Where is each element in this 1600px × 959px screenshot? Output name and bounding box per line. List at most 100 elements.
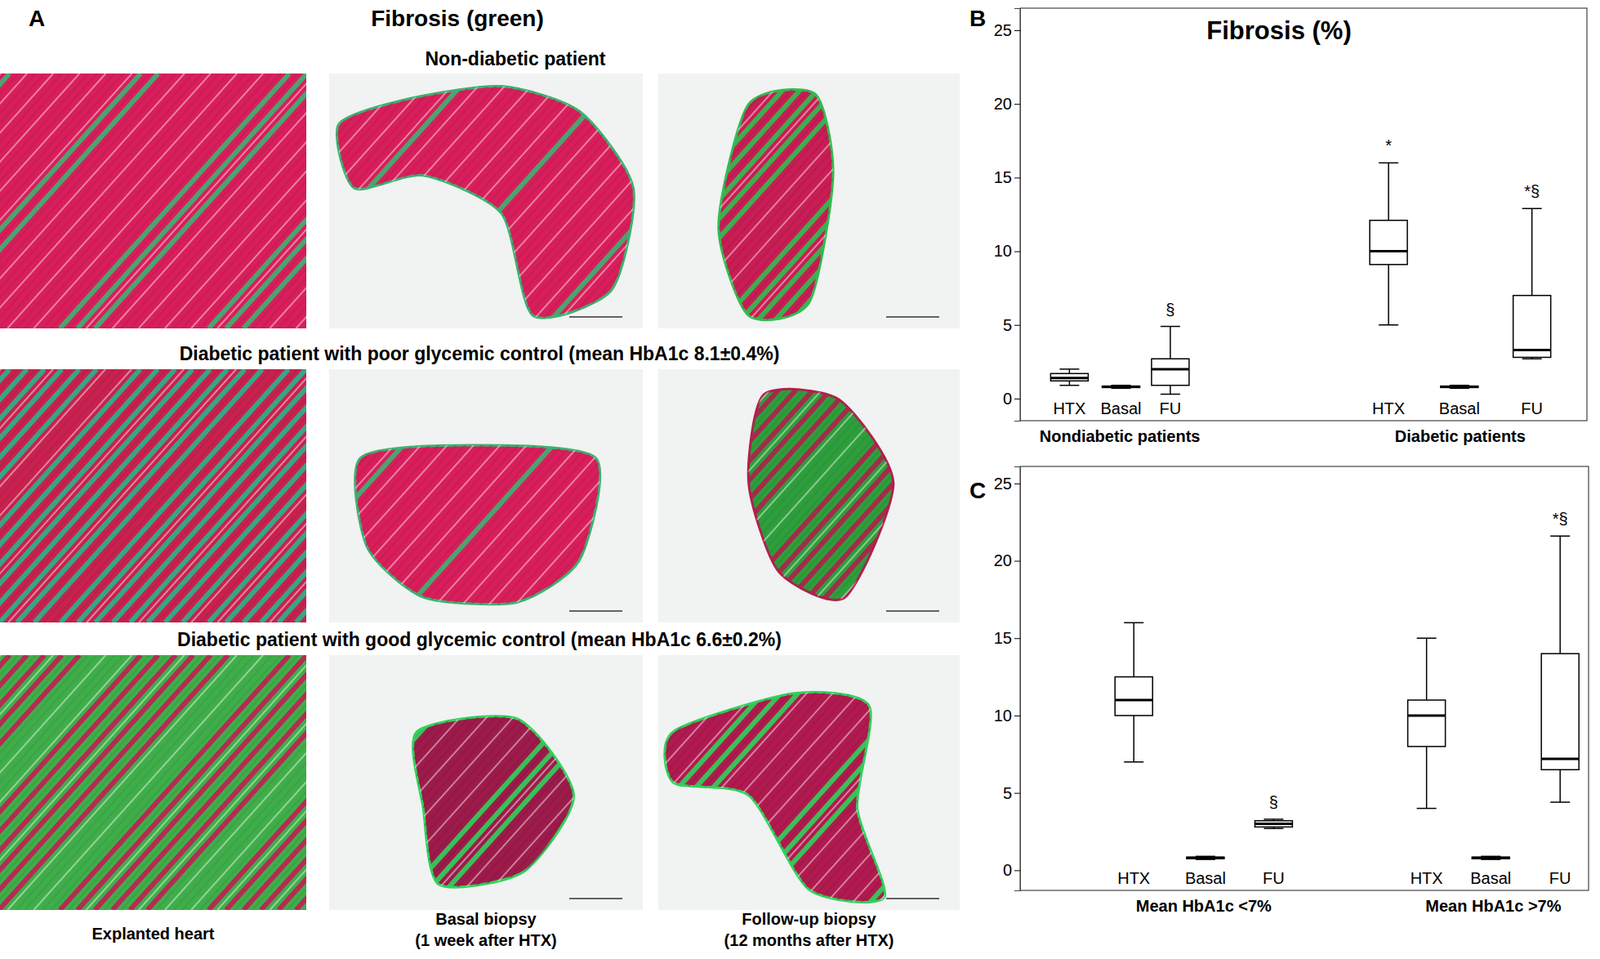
y-axis: 0510152025 <box>993 8 1021 422</box>
category-label: Basal <box>1439 399 1480 418</box>
scale-bar <box>569 610 623 612</box>
y-tick: 15 <box>993 628 1021 647</box>
whisker-cap <box>1378 324 1399 326</box>
fiber <box>109 655 339 910</box>
box-body <box>1186 856 1225 859</box>
fiber <box>243 73 307 329</box>
group-label: Mean HbA1c >7% <box>1425 896 1561 915</box>
fiber <box>200 369 307 623</box>
fiber <box>136 655 366 910</box>
category-label: HTX <box>1410 869 1444 887</box>
fiber <box>191 655 307 910</box>
fiber <box>42 655 272 910</box>
category-label: HTX <box>1117 869 1150 887</box>
fiber <box>136 73 366 329</box>
fiber <box>863 369 1092 623</box>
fiber <box>403 73 633 329</box>
category-label: FU <box>1159 399 1182 418</box>
group-label: Diabetic patients <box>1394 427 1526 446</box>
fiber <box>733 369 962 623</box>
tick-label: 15 <box>993 628 1012 647</box>
whisker-high <box>1069 369 1071 374</box>
tissue-image <box>405 369 1230 623</box>
whisker-cap <box>1059 384 1079 387</box>
panel-label: A <box>28 5 45 32</box>
fiber <box>724 655 954 910</box>
fiber <box>277 73 508 329</box>
fiber <box>967 655 1197 910</box>
whisker-high <box>1426 637 1428 700</box>
fiber <box>454 369 683 623</box>
annotation: § <box>1269 793 1279 812</box>
whisker-cap <box>1417 807 1437 810</box>
fiber <box>915 369 1144 623</box>
fiber <box>854 655 1084 910</box>
fiber <box>147 369 307 623</box>
median <box>1114 699 1153 702</box>
fiber <box>457 369 686 623</box>
fiber <box>871 73 1101 329</box>
fiber <box>92 73 322 329</box>
fiber <box>127 73 357 329</box>
fiber <box>958 73 1189 329</box>
fiber <box>474 369 703 623</box>
fiber <box>611 655 842 910</box>
annotation: * <box>1385 136 1392 155</box>
fiber <box>595 369 824 623</box>
fiber <box>437 73 668 329</box>
fiber <box>454 655 685 910</box>
marks <box>1050 162 1551 394</box>
column-caption: (12 months after HTX) <box>724 931 895 950</box>
fiber <box>446 369 675 623</box>
fiber <box>226 73 307 329</box>
fiber <box>403 655 633 910</box>
fiber <box>180 73 411 329</box>
tick-label: 20 <box>993 94 1012 113</box>
fiber <box>923 655 1154 910</box>
fiber <box>802 369 1031 623</box>
fiber <box>448 369 677 623</box>
median <box>1186 856 1225 860</box>
category-label: HTX <box>1372 399 1405 418</box>
fiber <box>906 655 1137 910</box>
panel-label: C <box>969 477 986 504</box>
fiber <box>455 73 686 329</box>
fiber <box>445 655 676 910</box>
fiber <box>261 655 307 910</box>
fiber <box>534 369 763 623</box>
fiber <box>101 655 331 910</box>
fiber <box>472 73 703 329</box>
tissue-image <box>74 73 914 329</box>
tick-label: 15 <box>993 168 1012 187</box>
fiber <box>92 655 322 910</box>
fiber <box>269 655 307 910</box>
axis-line <box>1014 8 1021 422</box>
fiber <box>269 369 307 623</box>
fiber <box>915 73 1146 329</box>
fiber <box>940 369 1169 623</box>
whisker-high <box>1169 326 1172 360</box>
fiber <box>967 369 1195 623</box>
fiber <box>414 369 642 623</box>
fiber <box>499 655 729 910</box>
fiber <box>171 73 402 329</box>
scale-bar <box>886 610 940 612</box>
tick-mark <box>1014 793 1021 794</box>
scale-bar <box>569 897 623 900</box>
fiber <box>525 73 755 329</box>
fiber <box>958 655 1189 910</box>
fiber <box>576 655 807 910</box>
chart-texts: HTXBasalFUHTXBasalFU§*§Mean HbA1c <7%Mea… <box>1117 509 1571 915</box>
whisker-cap <box>1378 162 1399 165</box>
chart-title: Fibrosis (%) <box>1206 16 1351 45</box>
fiber <box>552 369 780 623</box>
fiber <box>759 369 988 623</box>
fiber <box>646 655 876 910</box>
fiber <box>463 73 694 329</box>
fiber <box>602 73 833 329</box>
fiber <box>681 73 911 329</box>
whisker-low <box>1069 380 1071 385</box>
fiber <box>793 73 1024 329</box>
fiber <box>949 369 1178 623</box>
fiber <box>278 655 307 910</box>
